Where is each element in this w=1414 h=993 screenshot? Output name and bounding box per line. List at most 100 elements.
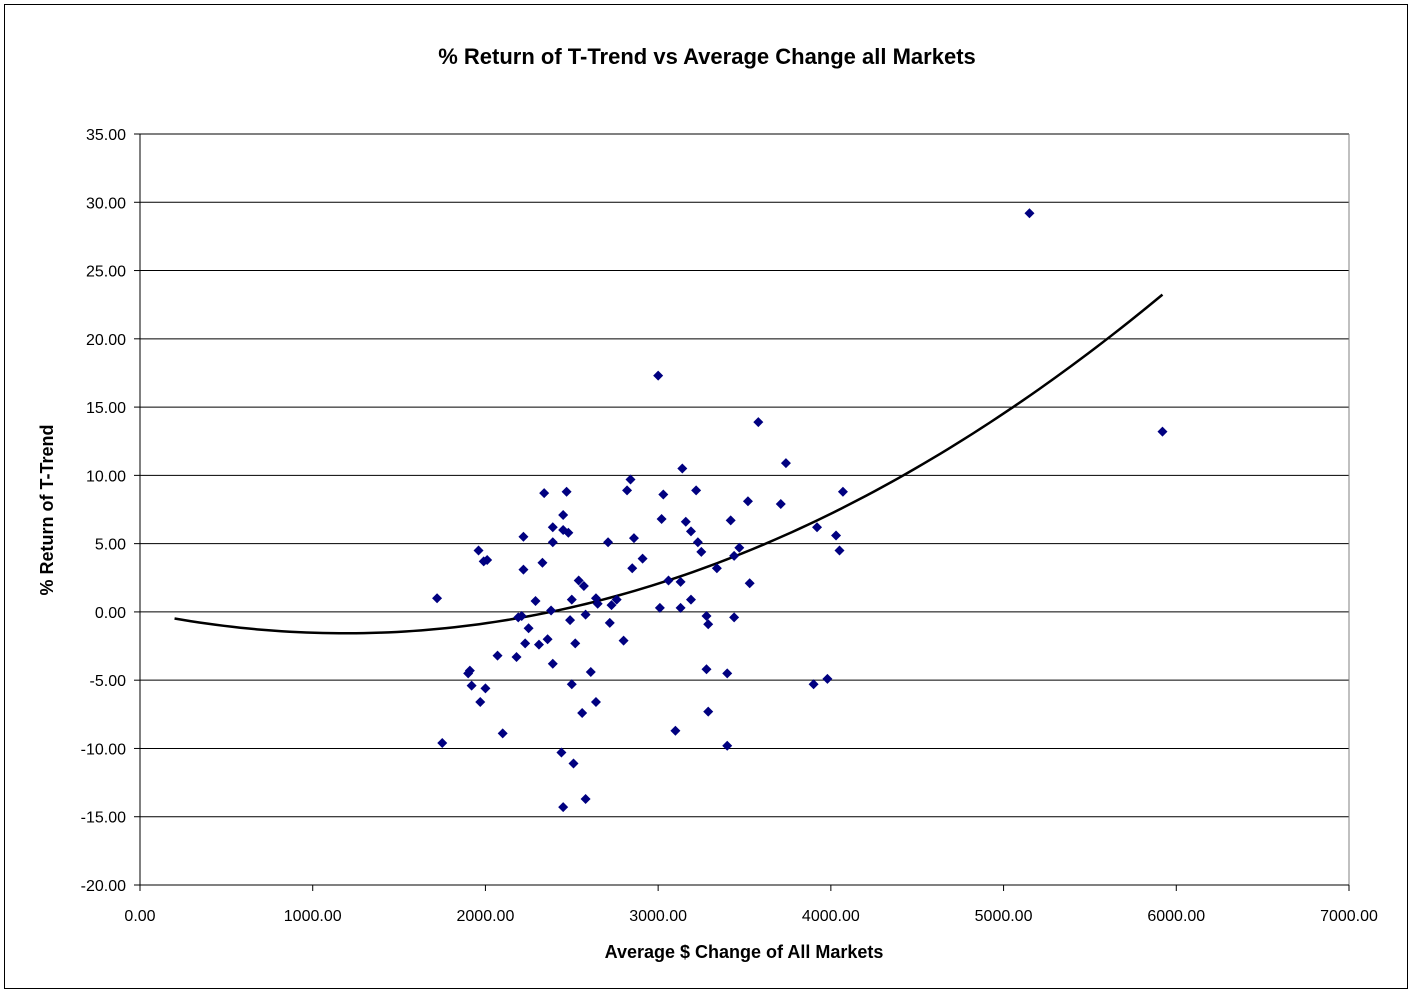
data-point-3 bbox=[464, 665, 475, 676]
data-point-60 bbox=[656, 514, 667, 525]
data-point-68 bbox=[685, 594, 696, 605]
data-point-75 bbox=[703, 706, 714, 717]
data-point-94 bbox=[837, 486, 848, 497]
data-point-65 bbox=[675, 602, 686, 613]
data-point-28 bbox=[556, 747, 567, 758]
data-point-47 bbox=[592, 598, 603, 609]
y-tick-label-10: -15.00 bbox=[81, 810, 126, 827]
data-point-41 bbox=[578, 580, 589, 591]
data-point-82 bbox=[729, 612, 740, 623]
data-point-35 bbox=[566, 679, 577, 690]
y-tick-label-1: 30.00 bbox=[86, 195, 126, 212]
data-point-88 bbox=[780, 458, 791, 469]
data-point-29 bbox=[558, 802, 569, 813]
data-point-44 bbox=[585, 666, 596, 677]
data-point-90 bbox=[812, 522, 823, 533]
x-tick-label-2: 2000.00 bbox=[457, 908, 515, 925]
data-point-21 bbox=[537, 557, 548, 568]
y-axis-label: % Return of T-Trend bbox=[37, 425, 57, 596]
data-point-85 bbox=[744, 578, 755, 589]
data-point-62 bbox=[663, 575, 674, 586]
x-tick-labels: 0.00 1000.00 2000.00 3000.00 4000.00 5000.00 6… bbox=[124, 885, 1378, 925]
data-point-71 bbox=[692, 537, 703, 548]
y-tick-label-6: 5.00 bbox=[95, 537, 126, 554]
y-tick-label-9: -10.00 bbox=[81, 741, 126, 758]
data-point-0 bbox=[432, 593, 443, 604]
x-tick-label-7: 7000.00 bbox=[1320, 908, 1378, 925]
data-point-59 bbox=[654, 602, 665, 613]
x-tick-label-4: 4000.00 bbox=[802, 908, 860, 925]
data-point-18 bbox=[523, 623, 534, 634]
data-point-67 bbox=[680, 516, 691, 527]
data-point-12 bbox=[511, 651, 522, 662]
x-tick-label-3: 3000.00 bbox=[629, 908, 687, 925]
data-point-89 bbox=[808, 679, 819, 690]
data-point-61 bbox=[658, 489, 669, 500]
y-tick-label-4: 15.00 bbox=[86, 400, 126, 417]
data-point-96 bbox=[1157, 426, 1168, 437]
data-point-24 bbox=[546, 605, 557, 616]
data-point-37 bbox=[568, 758, 579, 769]
data-point-11 bbox=[497, 728, 508, 739]
data-point-91 bbox=[822, 673, 833, 684]
y-tick-label-11: -20.00 bbox=[81, 878, 126, 895]
data-point-15 bbox=[518, 564, 529, 575]
data-point-63 bbox=[670, 725, 681, 736]
data-point-81 bbox=[729, 550, 740, 561]
data-point-20 bbox=[533, 639, 544, 650]
data-point-50 bbox=[606, 600, 617, 611]
data-point-58 bbox=[653, 370, 664, 381]
y-tick-labels: 35.00 30.00 25.00 20.00 15.00 10.00 5.00 0.00 -5… bbox=[81, 127, 140, 895]
y-tick-label-0: 35.00 bbox=[86, 127, 126, 144]
data-point-38 bbox=[570, 638, 581, 649]
data-point-25 bbox=[547, 537, 558, 548]
data-point-93 bbox=[834, 545, 845, 556]
data-point-4 bbox=[466, 680, 477, 691]
data-point-32 bbox=[561, 486, 572, 497]
data-point-87 bbox=[775, 499, 786, 510]
data-point-55 bbox=[627, 563, 638, 574]
data-point-76 bbox=[703, 619, 714, 630]
data-point-46 bbox=[590, 697, 601, 708]
data-point-39 bbox=[573, 575, 584, 586]
data-point-77 bbox=[711, 563, 722, 574]
data-point-70 bbox=[691, 485, 702, 496]
y-tick-label-5: 10.00 bbox=[86, 468, 126, 485]
data-point-79 bbox=[722, 740, 733, 751]
data-point-83 bbox=[734, 542, 745, 553]
y-tick-label-7: 0.00 bbox=[95, 605, 126, 622]
data-point-6 bbox=[475, 697, 486, 708]
data-point-78 bbox=[722, 668, 733, 679]
y-tick-label-3: 20.00 bbox=[86, 332, 126, 349]
data-point-36 bbox=[566, 594, 577, 605]
data-point-31 bbox=[558, 509, 569, 520]
data-point-92 bbox=[831, 530, 842, 541]
data-point-86 bbox=[753, 417, 764, 428]
data-point-16 bbox=[518, 531, 529, 542]
data-point-40 bbox=[577, 707, 588, 718]
x-tick-label-1: 1000.00 bbox=[284, 908, 342, 925]
data-point-49 bbox=[604, 617, 615, 628]
data-point-5 bbox=[473, 545, 484, 556]
data-point-27 bbox=[547, 658, 558, 669]
data-point-64 bbox=[675, 576, 686, 587]
data-point-73 bbox=[701, 664, 712, 675]
data-point-10 bbox=[492, 650, 503, 661]
data-point-43 bbox=[580, 793, 591, 804]
data-point-42 bbox=[580, 609, 591, 620]
x-tick-label-5: 5000.00 bbox=[975, 908, 1033, 925]
data-point-95 bbox=[1024, 208, 1035, 219]
x-tick-label-6: 6000.00 bbox=[1147, 908, 1205, 925]
data-point-80 bbox=[725, 515, 736, 526]
data-points bbox=[432, 208, 1168, 813]
data-point-22 bbox=[539, 488, 550, 499]
chart-title: % Return of T-Trend vs Average Change al… bbox=[438, 44, 976, 69]
data-point-66 bbox=[677, 463, 688, 474]
data-point-9 bbox=[482, 555, 493, 566]
data-point-26 bbox=[547, 522, 558, 533]
chart-frame bbox=[4, 4, 1408, 989]
data-point-19 bbox=[530, 595, 541, 606]
data-point-33 bbox=[563, 527, 574, 538]
x-axis-label: Average $ Change of All Markets bbox=[605, 942, 884, 962]
data-point-54 bbox=[625, 474, 636, 485]
